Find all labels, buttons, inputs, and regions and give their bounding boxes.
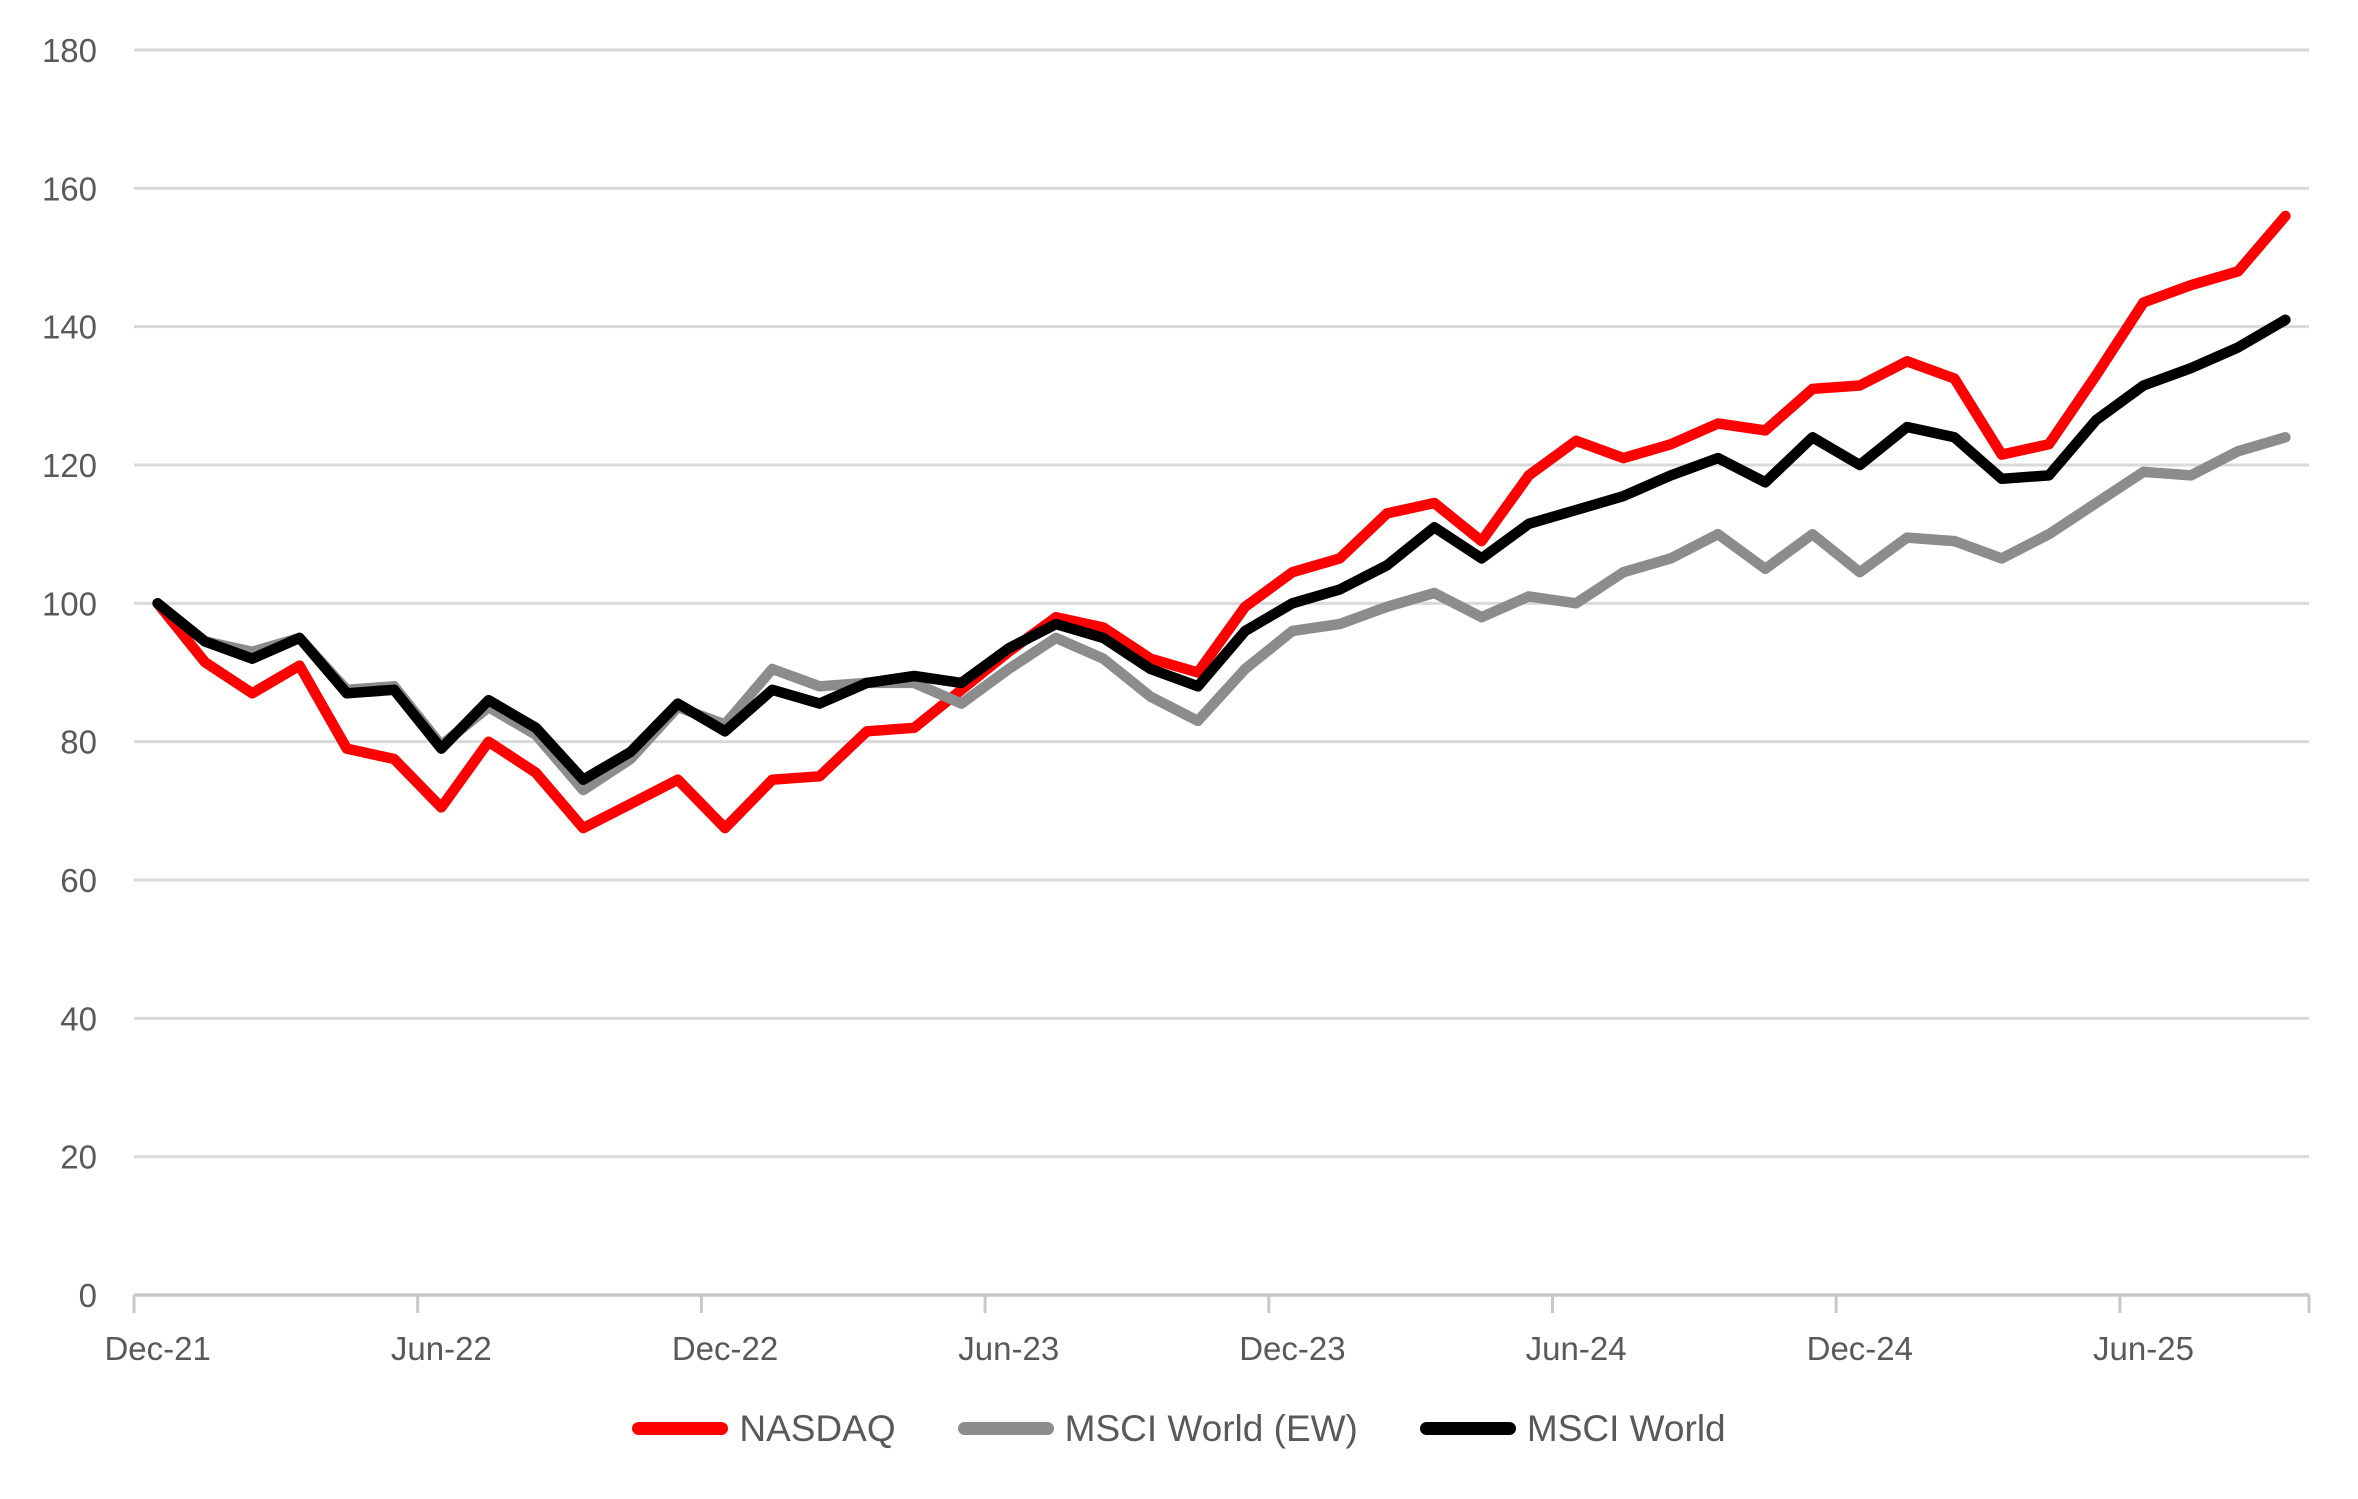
x-axis-label: Dec-22 — [672, 1330, 778, 1367]
legend-swatch-msci-world-icon — [1419, 1422, 1516, 1435]
y-axis-label: 180 — [42, 32, 97, 69]
x-axis-label: Jun-24 — [1526, 1330, 1627, 1367]
y-axis-label: 140 — [42, 309, 97, 346]
legend-swatch-msci-world-ew-icon — [957, 1422, 1054, 1435]
legend-label-nasdaq: NASDAQ — [739, 1408, 896, 1449]
series-line-msci-world-ew — [152, 432, 2291, 796]
legend-label-msci-world-ew: MSCI World (EW) — [1064, 1408, 1358, 1449]
x-axis-label: Dec-21 — [104, 1330, 210, 1367]
legend-swatch-nasdaq-icon — [632, 1422, 729, 1435]
x-axis-label: Dec-23 — [1239, 1330, 1345, 1367]
y-axis-label: 120 — [42, 447, 97, 484]
series-line-nasdaq — [152, 210, 2291, 834]
legend-item-msci-world: MSCI World — [1419, 1408, 1726, 1449]
x-axis-label: Jun-23 — [958, 1330, 1059, 1367]
y-axis-label: 100 — [42, 585, 97, 622]
x-axis-label: Jun-22 — [391, 1330, 492, 1367]
y-axis-label: 0 — [79, 1277, 97, 1314]
x-axis-label: Dec-24 — [1807, 1330, 1913, 1367]
legend-item-msci-world-ew: MSCI World (EW) — [957, 1408, 1358, 1449]
chart-legend: NASDAQ MSCI World (EW) MSCI World — [0, 1410, 2358, 1447]
y-axis-label: 60 — [60, 862, 97, 899]
x-axis-label: Jun-25 — [2093, 1330, 2194, 1367]
series-line-msci-world — [152, 314, 2291, 785]
y-axis-label: 20 — [60, 1139, 97, 1176]
legend-item-nasdaq: NASDAQ — [632, 1408, 896, 1449]
legend-label-msci-world: MSCI World — [1526, 1408, 1726, 1449]
y-axis-label: 40 — [60, 1000, 97, 1037]
y-axis-label: 80 — [60, 724, 97, 761]
y-axis-label: 160 — [42, 170, 97, 207]
